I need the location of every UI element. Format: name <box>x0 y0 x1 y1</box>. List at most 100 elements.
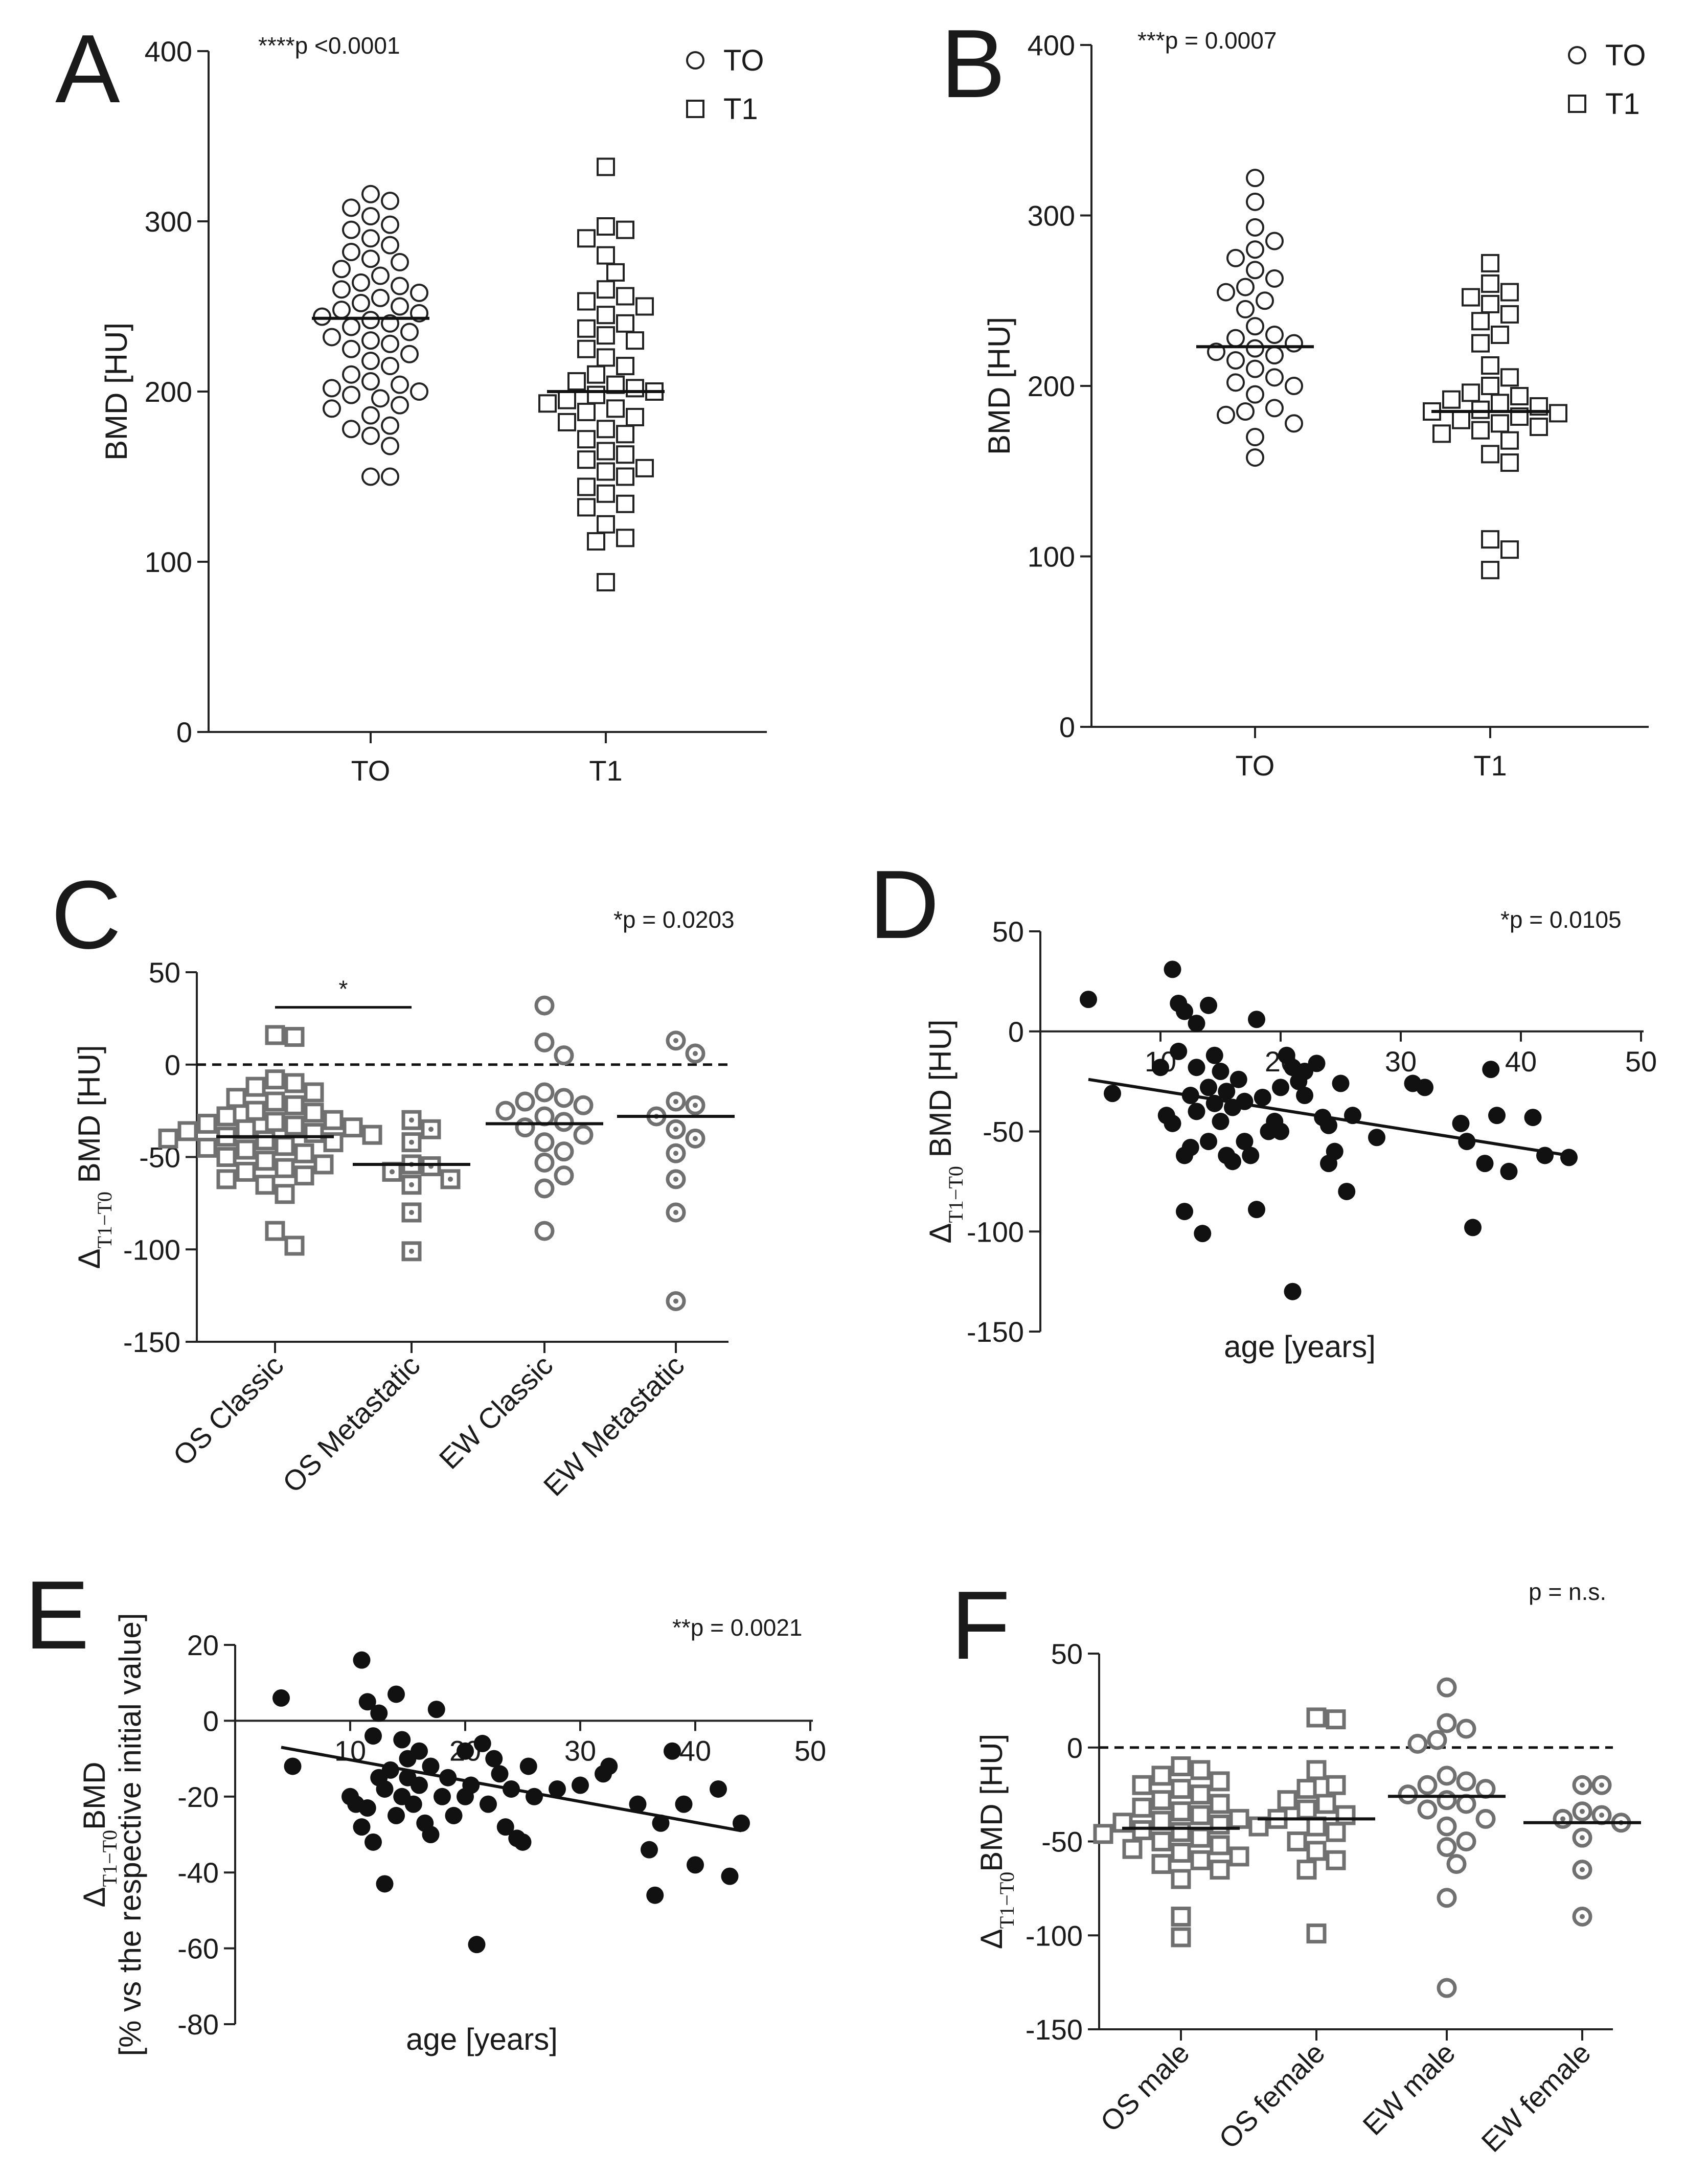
data-point <box>1246 261 1264 280</box>
data-point-box <box>226 1088 246 1108</box>
data-point-box <box>1151 1766 1172 1786</box>
data-point <box>1320 1116 1337 1134</box>
data-point-ring <box>361 426 380 445</box>
data-point <box>1482 1061 1500 1079</box>
data-point-ring <box>391 396 409 415</box>
data-point <box>275 1136 295 1156</box>
data-point <box>1171 1756 1191 1776</box>
y-tick-label: 0 <box>165 1049 180 1081</box>
data-point <box>1164 960 1181 978</box>
data-point <box>1407 1733 1428 1754</box>
data-point <box>554 1045 574 1066</box>
data-point <box>597 572 615 591</box>
data-point-box <box>635 459 654 477</box>
data-point <box>626 379 644 398</box>
data-point <box>1308 1055 1326 1072</box>
data-point <box>685 1095 705 1115</box>
data-point-box <box>343 1117 363 1138</box>
data-point-ring <box>534 1082 555 1103</box>
data-point <box>1210 1860 1230 1880</box>
data-point <box>534 1221 555 1241</box>
data-point <box>1171 1801 1191 1822</box>
y-tick-label: -150 <box>967 1316 1024 1348</box>
data-point <box>1242 1147 1260 1164</box>
data-point <box>534 995 555 1016</box>
data-point-ring <box>371 288 390 307</box>
data-point-ring <box>400 345 419 363</box>
data-point <box>1229 1846 1249 1867</box>
data-point <box>538 394 557 413</box>
data-point <box>1265 269 1284 288</box>
data-point-ring <box>391 375 409 394</box>
data-point-box <box>1481 294 1499 313</box>
data-point <box>666 1119 686 1139</box>
legend-label: T1 <box>1605 87 1640 121</box>
data-point <box>597 157 615 176</box>
data-point <box>1210 1814 1230 1835</box>
data-point <box>265 1221 285 1241</box>
data-point <box>401 1175 422 1195</box>
data-point <box>434 1788 451 1805</box>
data-point-box <box>577 292 596 311</box>
data-point-ring <box>342 385 360 404</box>
data-point-ring <box>361 467 380 486</box>
data-point-box <box>597 326 615 345</box>
data-point-box <box>1171 1801 1191 1822</box>
data-point <box>1296 1087 1313 1105</box>
data-point-ring <box>371 389 390 408</box>
data-point-box <box>1326 1822 1346 1842</box>
data-point <box>587 532 605 551</box>
data-point <box>1476 1155 1494 1173</box>
data-point <box>1442 390 1461 409</box>
data-point <box>1475 1808 1496 1829</box>
data-point <box>1572 1827 1592 1848</box>
data-point-ring <box>323 379 341 398</box>
data-point <box>284 1095 305 1115</box>
data-point <box>577 498 596 517</box>
data-point-ring <box>1236 300 1255 318</box>
data-point <box>558 391 576 409</box>
data-point-box <box>1335 1805 1356 1825</box>
data-point-box <box>1306 1923 1327 1944</box>
p-value-annotation: *p = 0.0203 <box>613 906 735 933</box>
data-point-ring <box>1285 334 1303 353</box>
data-point <box>1572 1775 1592 1795</box>
legend-label: T1 <box>723 93 758 126</box>
y-axis-label-subscript: T1−T0 <box>98 1830 121 1887</box>
data-point-ring <box>1437 1978 1457 1998</box>
y-tick-label: -20 <box>177 1781 219 1813</box>
y-tick-label: 200 <box>1028 370 1075 402</box>
data-point-ring <box>323 399 341 418</box>
data-point <box>1287 1831 1307 1851</box>
data-point <box>352 273 370 292</box>
data-point <box>1181 1138 1199 1156</box>
data-point <box>1432 424 1451 443</box>
data-point <box>468 1936 486 1954</box>
data-point-box <box>616 425 634 444</box>
data-point <box>353 1651 371 1669</box>
data-point <box>1464 1219 1482 1236</box>
y-tick-label: -100 <box>123 1233 180 1266</box>
data-point <box>1246 359 1264 378</box>
data-point-dot <box>448 1176 453 1182</box>
data-point-dot <box>673 1127 678 1132</box>
data-point <box>342 385 360 404</box>
data-point-box <box>1171 1779 1191 1799</box>
data-point-ring <box>391 297 409 316</box>
data-point-ring <box>554 1141 574 1162</box>
data-point <box>361 185 380 203</box>
data-point-box <box>616 529 634 547</box>
panel-a-chart: 0 100 200 300 400 ****p <0.0001 BMD [HU] TO T1 TO… <box>99 32 767 787</box>
data-point <box>710 1780 727 1798</box>
data-point-box <box>255 1175 276 1195</box>
data-point <box>666 1030 686 1051</box>
data-point <box>1437 1816 1457 1837</box>
data-point <box>1572 1801 1592 1822</box>
data-point <box>1224 1153 1241 1171</box>
data-point <box>391 396 409 415</box>
data-point <box>404 1795 422 1813</box>
data-point-box <box>597 484 615 503</box>
data-point-ring <box>371 266 390 285</box>
y-tick-label: 200 <box>145 376 192 408</box>
legend-marker <box>686 51 704 70</box>
